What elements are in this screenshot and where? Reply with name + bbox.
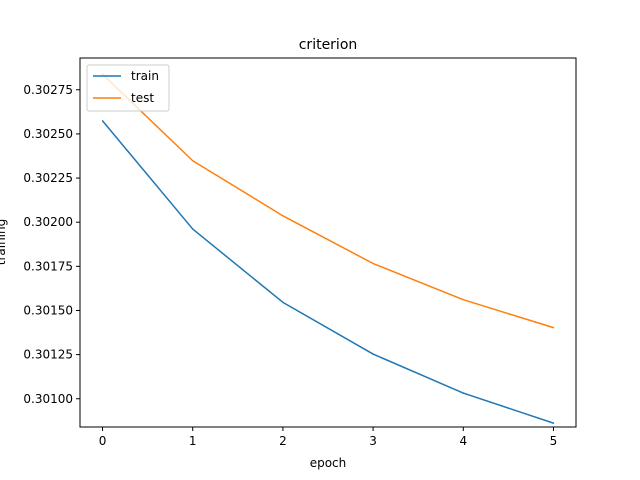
y-tick-label: 0.30175 (23, 259, 73, 273)
series-line-test (102, 73, 554, 329)
y-tick-label: 0.30250 (23, 127, 73, 141)
x-axis-label: epoch (310, 456, 347, 470)
data-point-train-4 (462, 392, 465, 394)
data-point-test-5 (552, 326, 555, 329)
legend: train test (86, 64, 170, 112)
data-point-train-1 (191, 228, 194, 230)
y-tick-label: 0.30275 (23, 83, 73, 97)
data-point-train-0 (101, 120, 104, 122)
y-axis-label: training (0, 219, 8, 266)
data-point-test-4 (462, 298, 465, 301)
y-axis-ticks: 0.30100 0.30125 0.30150 0.30175 0.30200 0.302… (23, 83, 80, 406)
x-tick-label: 0 (99, 434, 107, 448)
x-axis-ticks: 0 1 2 3 4 5 (99, 427, 558, 448)
data-point-train-5 (552, 422, 555, 424)
x-tick-label: 2 (279, 434, 287, 448)
y-tick-label: 0.30225 (23, 171, 73, 185)
y-tick-label: 0.30150 (23, 303, 73, 317)
plot-frame (79, 57, 577, 428)
legend-label-train: train (131, 69, 159, 83)
chart-title: criterion (299, 37, 358, 53)
y-tick-label: 0.30125 (23, 348, 73, 362)
data-point-train-3 (372, 353, 374, 355)
data-point-train-2 (282, 301, 284, 304)
data-point-test-1 (191, 160, 194, 162)
x-tick-label: 1 (189, 434, 197, 448)
data-point-test-3 (372, 262, 374, 265)
x-tick-label: 4 (459, 434, 467, 448)
y-tick-label: 0.30100 (23, 392, 73, 406)
x-tick-label: 3 (369, 434, 377, 448)
x-tick-label: 5 (550, 434, 558, 448)
data-point-test-2 (282, 215, 284, 217)
legend-label-test: test (131, 91, 154, 105)
plot-lines (101, 73, 555, 424)
series-line-train (101, 120, 554, 424)
y-tick-label: 0.30200 (23, 215, 73, 229)
